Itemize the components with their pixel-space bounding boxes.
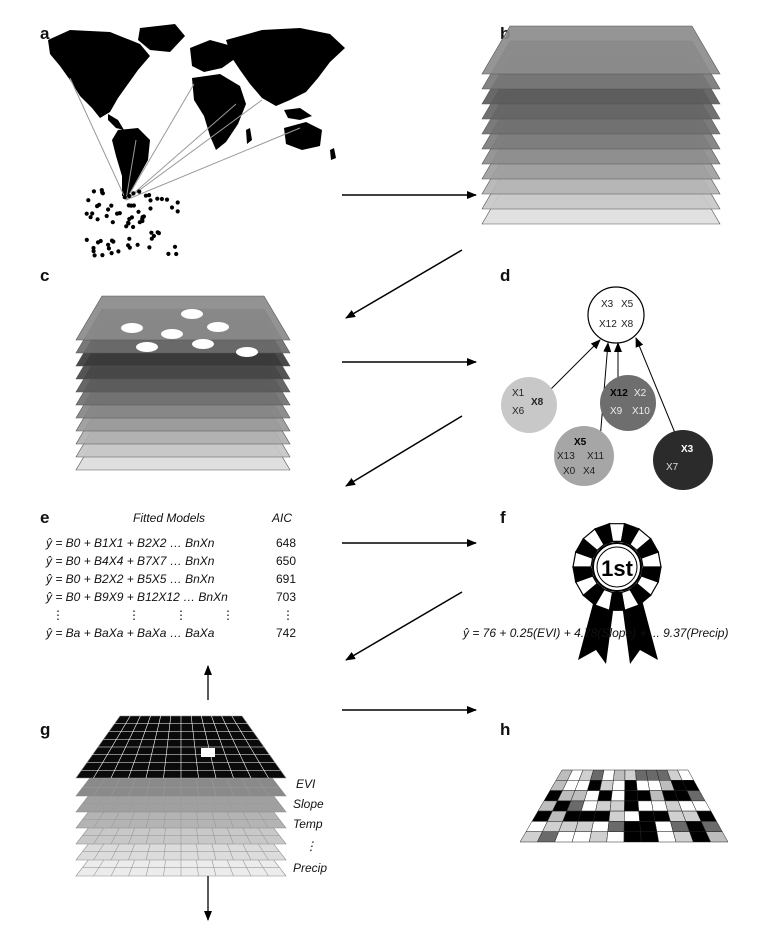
flow-arrows [342,191,477,714]
svg-text:⋮: ⋮ [52,608,64,622]
highlight-cell [201,748,215,757]
node-top-var-3: X12 [599,319,617,330]
svg-text:⋮: ⋮ [282,608,294,622]
node2-var-4: X10 [632,406,650,417]
model-row-2: ŷ = B0 + B4X4 + B7X7 … BnXn [45,554,215,568]
panel-letter-a: a [40,24,50,43]
best-model-equation: ŷ = 76 + 0.25(EVI) + 4.78(Slope) + ... 9… [462,626,728,640]
world-map [48,24,345,196]
node2-var-1: X12 [610,388,628,399]
fitted-models-table: Fitted Models AIC ŷ = B0 + B1X1 + B2X2 …… [45,511,296,640]
aic-row-2: 650 [276,554,296,568]
panel-letter-c: c [40,266,50,285]
aic-row-1: 648 [276,536,296,550]
node2-var-2: X2 [634,388,647,399]
model-row-3: ŷ = B0 + B2X2 + B5X5 … BnXn [45,572,215,586]
prediction-map [519,769,729,843]
sample-lines [69,77,301,201]
node4-var-2: X7 [666,462,679,473]
node3-var-2: X13 [557,451,575,462]
panel-letter-g: g [40,720,51,739]
sample-ovals [121,309,258,357]
layer-label-ellipsis: ⋮ [305,839,317,853]
node-top-var-4: X8 [621,319,634,330]
panel-letter-e: e [40,508,50,527]
model-row-1: ŷ = B0 + B1X1 + B2X2 … BnXn [45,536,215,550]
node1-var-3: X8 [531,397,544,408]
node-top-var-2: X5 [621,299,634,310]
rosette-label: 1st [601,556,633,581]
panel-letter-b: b [500,24,511,43]
node1-var-2: X6 [512,406,525,417]
aic-row-5: 742 [276,626,296,640]
first-place-rosette: 1st [572,522,662,664]
node4-var-1: X3 [681,444,694,455]
predictor-layers [75,715,287,877]
node2-var-3: X9 [610,406,623,417]
layer-label-slope: Slope [293,797,324,811]
layer-label-temp: Temp [293,817,323,831]
raster-stack-b [481,25,721,225]
model-row-5: ŷ = Ba + BaXa + BaXa … BaXa [45,626,215,640]
aic-row-4: 703 [276,590,296,604]
panel-letter-d: d [500,266,511,285]
layer-label-evi: EVI [296,777,316,791]
node3-var-3: X11 [587,451,604,462]
panel-letter-f: f [500,508,506,527]
node3-var-4: X0 [563,466,576,477]
node3-var-5: X4 [583,466,596,477]
layer-label-precip: Precip [293,861,327,875]
models-header: Fitted Models [133,511,205,525]
model-row-4: ŷ = B0 + B9X9 + B12X12 … BnXn [45,590,228,604]
sample-points [84,188,180,258]
raster-stack-c [75,295,291,471]
svg-text:⋮: ⋮ [222,608,234,622]
aic-row-3: 691 [276,572,296,586]
node-top-var-1: X3 [601,299,614,310]
variable-network: X3 X5 X12 X8 X1 X6 X8 X12 X2 X9 X10 X5 X… [501,286,713,490]
panel-letter-h: h [500,720,511,739]
ellipsis-row: ⋮ ⋮ ⋮ ⋮ ⋮ [52,608,294,622]
aic-header: AIC [271,511,292,525]
node1-var-1: X1 [512,388,525,399]
svg-text:⋮: ⋮ [175,608,187,622]
node3-var-1: X5 [574,437,587,448]
svg-text:⋮: ⋮ [128,608,140,622]
